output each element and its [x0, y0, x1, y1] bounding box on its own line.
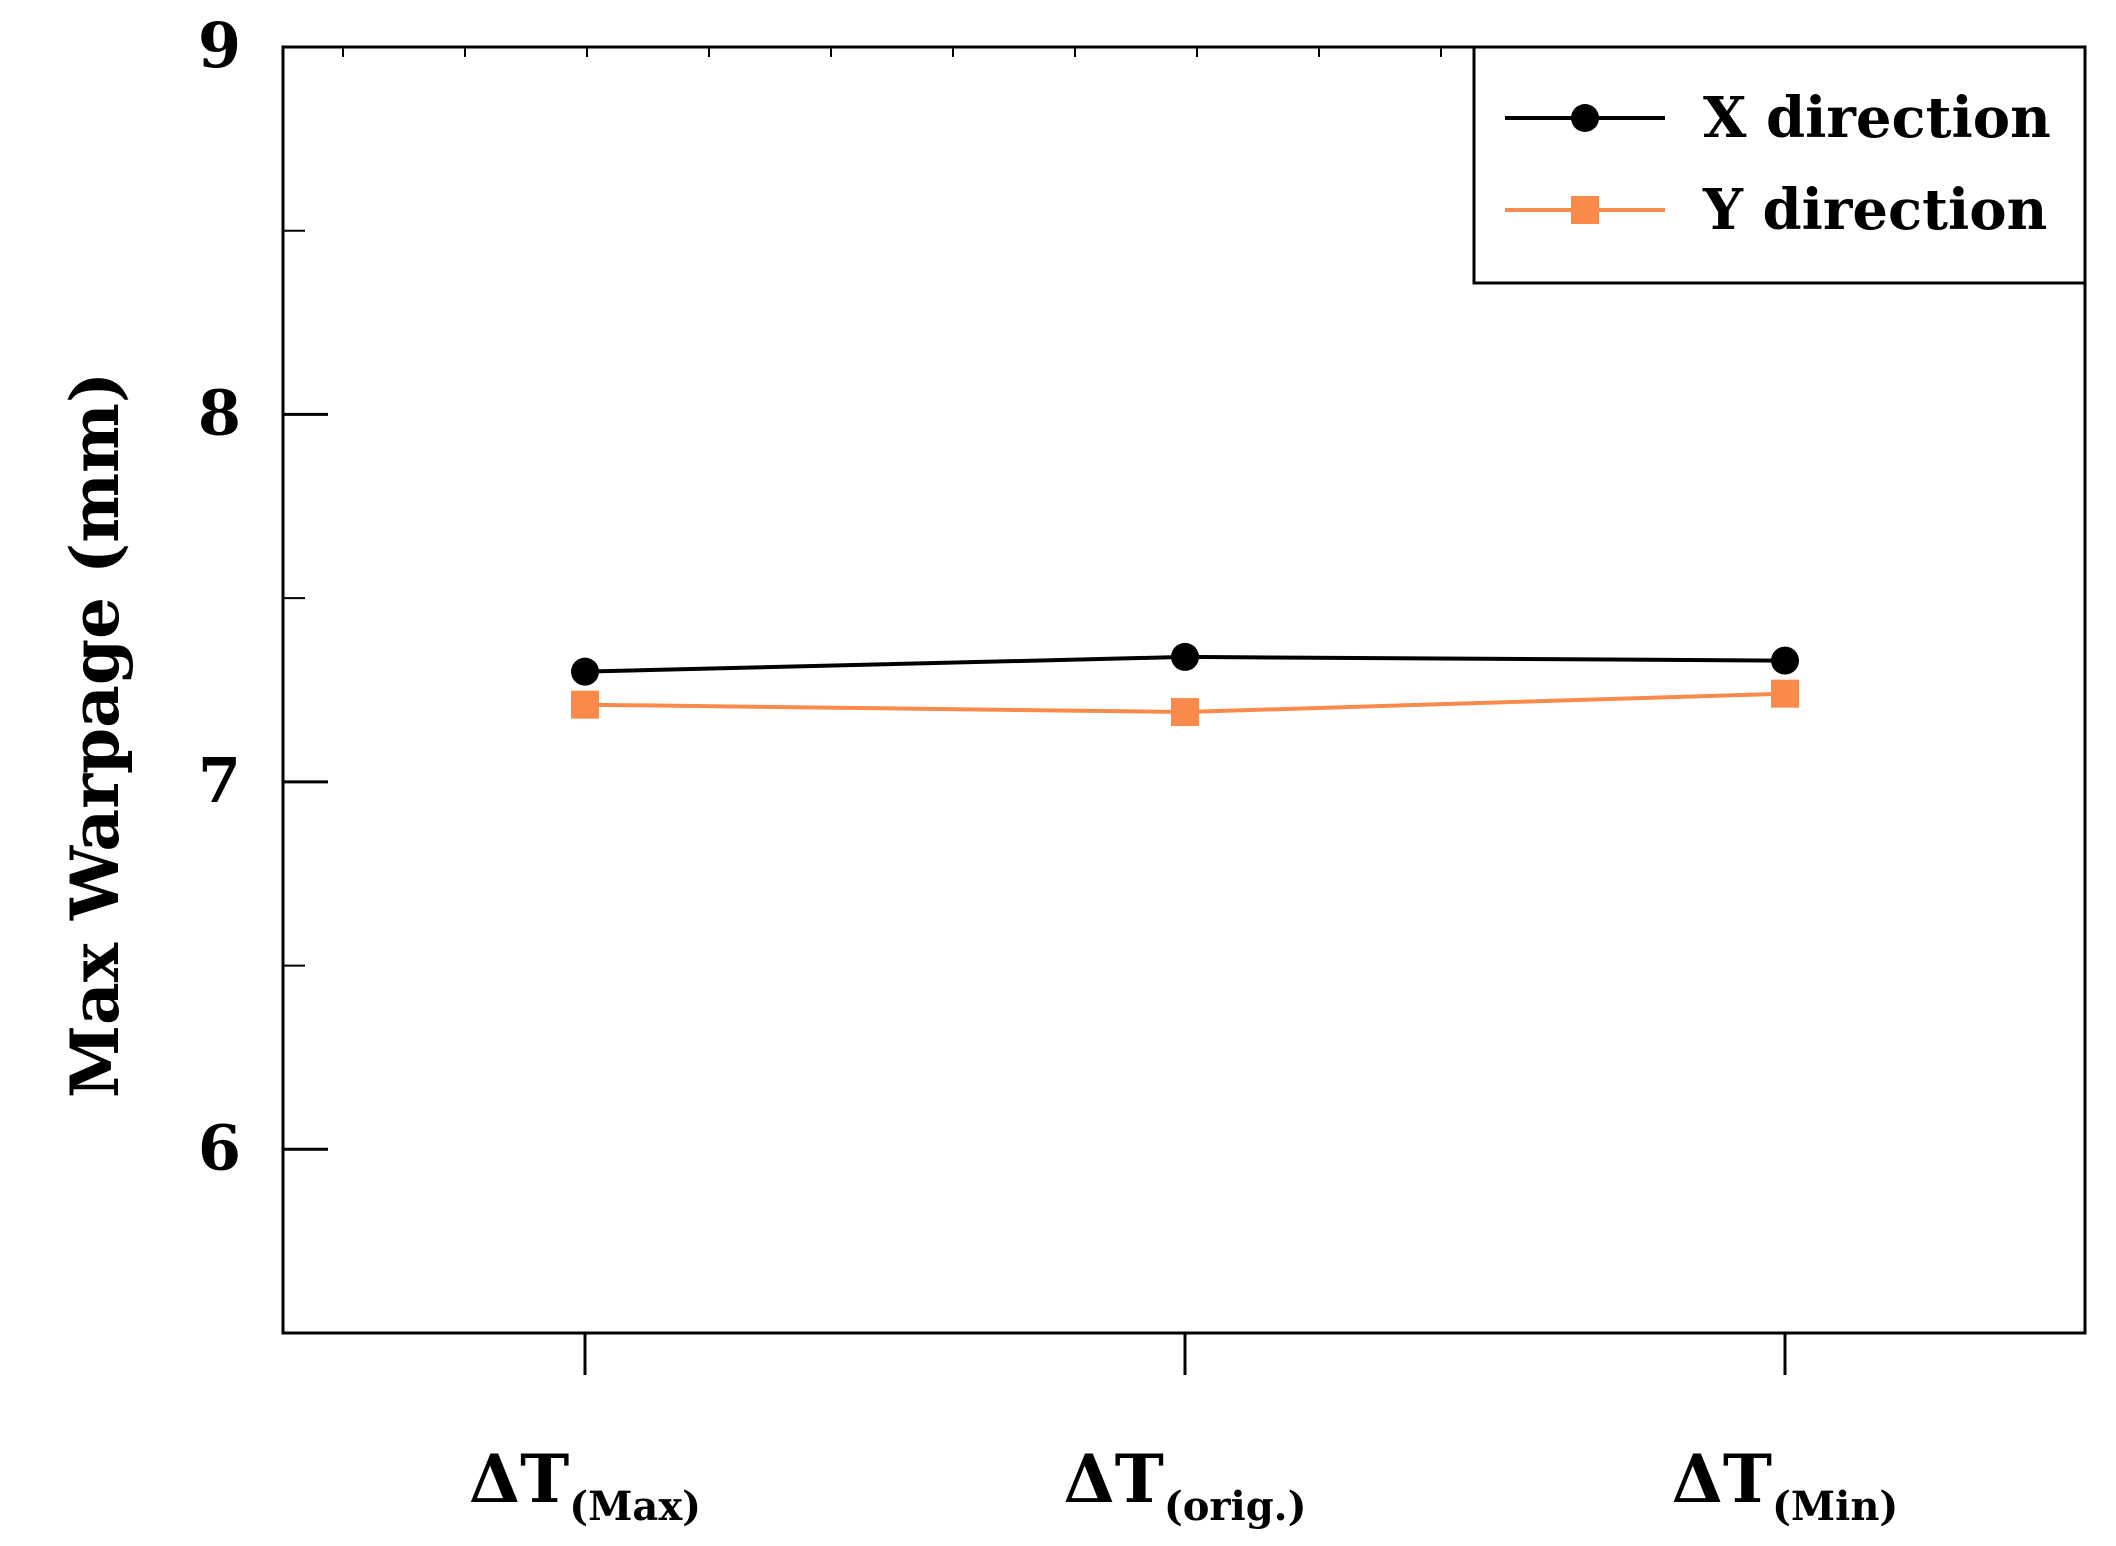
- legend-marker-square: [1571, 196, 1599, 224]
- y-axis-label: Max Warpage (mm): [56, 372, 134, 1098]
- x-ticks: ΔT(Max) ΔT(orig.) ΔT(Min): [469, 1333, 1898, 1530]
- legend: X direction Y direction: [1472, 45, 2087, 285]
- data-point-square: [571, 690, 599, 719]
- legend-box: [1472, 45, 2087, 285]
- y-tick-label: 7: [198, 744, 241, 817]
- data-point-square: [1771, 679, 1799, 708]
- data-point-circle: [1771, 646, 1799, 675]
- data-point-circle: [1171, 642, 1199, 671]
- series-group: [571, 642, 1799, 727]
- y-tick-label: 8: [198, 376, 241, 449]
- data-point-circle: [571, 657, 599, 686]
- data-point-square: [1171, 698, 1199, 727]
- x-category-label: ΔT(Max): [469, 1440, 701, 1530]
- legend-label: X direction: [1703, 85, 2051, 151]
- x-category-label: ΔT(orig.): [1063, 1440, 1306, 1530]
- legend-marker-circle: [1571, 104, 1599, 132]
- x-category-label: ΔT(Min): [1672, 1440, 1899, 1530]
- plot-frame: [281, 45, 2087, 1335]
- y-tick-label: 9: [198, 9, 241, 82]
- y-tick-label: 6: [198, 1111, 241, 1184]
- legend-label: Y direction: [1702, 177, 2047, 243]
